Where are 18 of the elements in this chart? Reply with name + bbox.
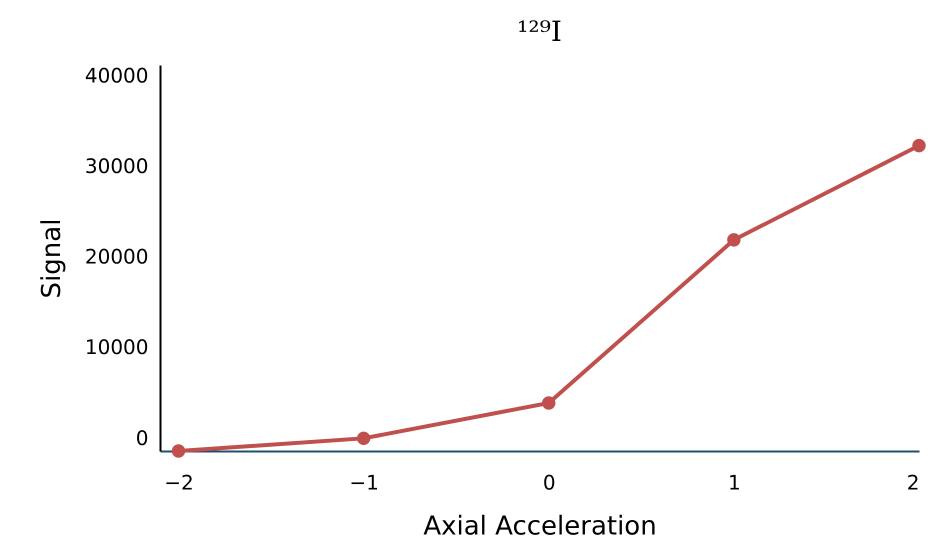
point <box>172 444 186 458</box>
y-tick-label: 40000 <box>84 63 148 88</box>
x-tick-label: 0 <box>542 470 556 494</box>
x-axis-title: Axial Acceleration <box>423 512 657 542</box>
chart-title: ¹²⁹I <box>517 15 562 48</box>
x-tick-label: 2 <box>906 470 920 494</box>
x-tick-label: 1 <box>728 470 741 494</box>
y-axis-title: Signal <box>36 218 67 298</box>
point <box>727 233 741 247</box>
x-tick-label: −1 <box>349 470 379 494</box>
y-tick-label: 30000 <box>84 154 148 178</box>
y-tick-label: 10000 <box>84 335 148 360</box>
x-tick-label: −2 <box>164 470 194 494</box>
point <box>542 396 556 410</box>
point <box>356 432 370 446</box>
y-tick-label: 20000 <box>84 244 148 269</box>
point <box>912 138 926 152</box>
y-tick-label: 0 <box>136 426 148 450</box>
